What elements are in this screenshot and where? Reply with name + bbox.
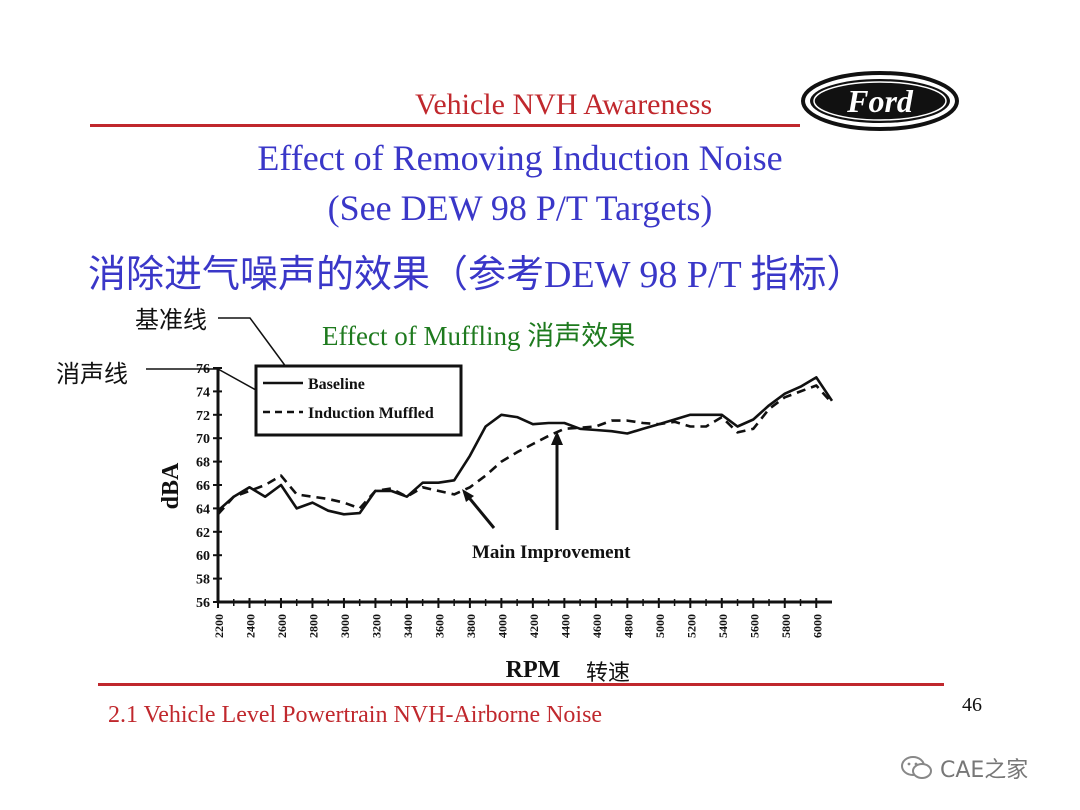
header-title: Vehicle NVH Awareness [415,88,713,121]
improvement-arrowhead-right [551,431,563,445]
x-tick-label: 2400 [243,614,257,638]
x-tick-label: 3200 [369,614,383,638]
x-tick-label: 3800 [464,614,478,638]
ford-logo-text: Ford [846,83,914,119]
y-axis-label: dBA [158,462,184,509]
rpm-cn-label: 转速 [586,661,631,686]
legend-baseline-label: Baseline [308,376,365,393]
legend-muffled-label: Induction Muffled [308,405,434,422]
improvement-arrowhead-left [462,489,474,502]
x-tick-label: 3600 [432,614,446,638]
series-line-induction-muffled [217,384,833,516]
slide-title-line2: (See DEW 98 P/T Targets) [327,188,713,228]
slide-title-line1: Effect of Removing Induction Noise [257,138,783,178]
y-tick-label: 68 [196,456,210,471]
page-number: 46 [962,694,982,716]
footer-rule [98,683,944,686]
baseline-leader-line [218,317,293,376]
x-tick-label: 3400 [401,614,415,638]
y-tick-label: 64 [196,502,210,517]
main-improvement-label: Main Improvement [472,542,631,563]
chart-legend: Baseline Induction Muffled [254,364,463,437]
x-tick-label: 2800 [306,614,320,638]
y-tick-label: 66 [196,479,210,494]
footer-text: 2.1 Vehicle Level Powertrain NVH-Airborn… [108,702,603,728]
x-tick-label: 2200 [212,614,226,638]
x-tick-label: 4200 [527,614,541,638]
y-tick-label: 58 [196,573,210,588]
series-line-baseline [217,376,834,516]
slide-title-cn: 消除进气噪声的效果（参考DEW 98 P/T 指标） [88,254,865,296]
ford-logo: Ford [801,71,959,131]
watermark-text: CAE之家 [940,758,1029,783]
improvement-arrow-left [464,493,496,529]
x-tick-label: 4400 [558,614,572,638]
x-tick-label: 5200 [684,614,698,638]
y-tick-label: 56 [196,596,210,611]
x-tick-label: 4600 [590,614,604,638]
x-tick-label: 5400 [716,614,730,638]
muffled-cn-callout: 消声线 [56,360,128,388]
x-tick-label: 4800 [621,614,635,638]
y-tick-label: 74 [196,385,210,400]
x-tick-label: 6000 [810,614,824,638]
x-tick-label: 3000 [338,614,352,638]
x-tick-label: 4000 [495,614,509,638]
y-tick-label: 62 [196,526,210,541]
wechat-icon [901,756,932,779]
x-tick-label: 2600 [275,614,289,638]
chart-title: Effect of Muffling 消声效果 [322,321,636,351]
y-tick-label: 72 [196,409,210,424]
baseline-cn-callout: 基准线 [135,306,207,334]
watermark: CAE之家 [900,752,1028,784]
x-tick-label: 5000 [653,614,667,638]
y-tick-label: 60 [196,549,210,564]
x-axis-label: RPM [506,657,561,683]
y-tick-label: 70 [196,432,210,447]
main-improvement-annotation: Main Improvement [462,431,631,563]
x-tick-label: 5800 [779,614,793,638]
x-tick-label: 5600 [747,614,761,638]
header-rule [90,124,800,127]
